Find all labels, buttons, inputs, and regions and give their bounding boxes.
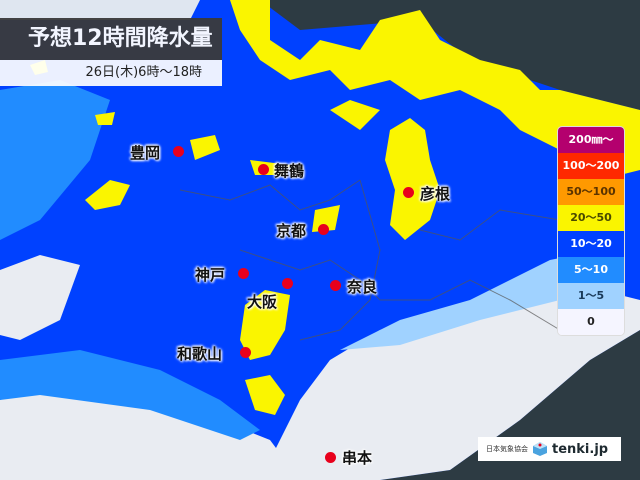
city-label: 神戸: [195, 266, 226, 284]
credit-bar: 日本気象協会 tenki.jp: [478, 437, 621, 461]
city-marker: [318, 224, 329, 235]
rain-dry-west: [0, 255, 80, 340]
city-marker: [325, 452, 336, 463]
rain-dry-south: [260, 290, 640, 480]
rain-light-west: [0, 80, 110, 240]
city-marker: [282, 278, 293, 289]
city-marker: [258, 164, 269, 175]
precipitation-legend: 200㎜～ 100～200 50～100 20～50 10～20 5～10 1～5 0: [557, 126, 625, 336]
legend-item: 1～5: [558, 283, 624, 309]
city-label: 舞鶴: [274, 162, 305, 180]
city-marker: [238, 268, 249, 279]
city-marker: [330, 280, 341, 291]
legend-item: 100～200: [558, 153, 624, 179]
map-title: 予想12時間降水量: [0, 18, 222, 60]
tenki-logo-icon: [533, 442, 547, 456]
city-label: 豊岡: [130, 144, 161, 162]
city-label: 京都: [276, 222, 307, 240]
legend-item: 5～10: [558, 257, 624, 283]
rain-heavy-north: [230, 0, 540, 110]
city-marker: [173, 146, 184, 157]
prefecture-boundaries: [179, 179, 601, 341]
city-marker: [403, 187, 414, 198]
city-marker: [240, 347, 251, 358]
legend-item: 10～20: [558, 231, 624, 257]
jma-credit: 日本気象協会: [486, 445, 528, 453]
rain-heavy-biwa: [385, 118, 440, 240]
city-label: 大阪: [247, 293, 278, 311]
city-label: 串本: [342, 449, 373, 467]
legend-item: 0: [558, 309, 624, 335]
city-label: 和歌山: [177, 345, 223, 363]
tenki-brand: tenki.jp: [552, 441, 609, 457]
legend-item: 50～100: [558, 179, 624, 205]
legend-item: 20～50: [558, 205, 624, 231]
city-label: 奈良: [347, 278, 378, 296]
forecast-period: 26日(木)6時～18時: [0, 60, 222, 86]
legend-item: 200㎜～: [558, 127, 624, 153]
city-label: 彦根: [420, 185, 451, 203]
